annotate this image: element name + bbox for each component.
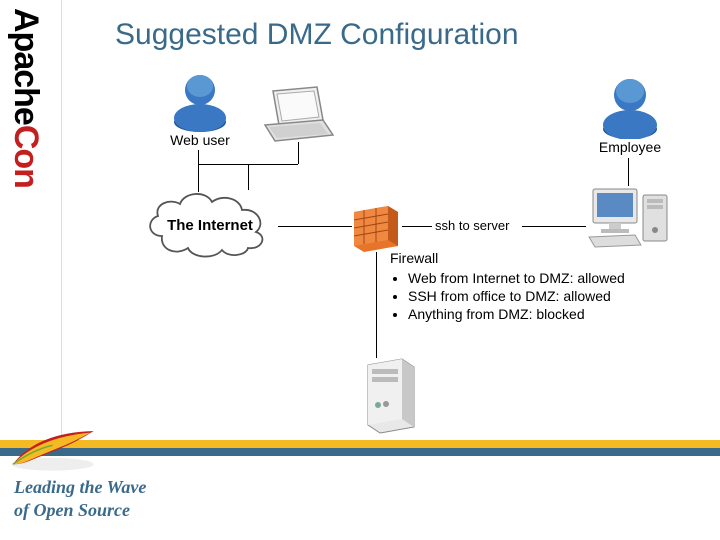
internet-node: The Internet [140,188,280,265]
conn-line [298,142,299,164]
cloud-icon: The Internet [140,188,280,260]
conn-line [278,226,352,227]
laptop-icon [255,85,340,145]
page-title: Suggested DMZ Configuration [115,18,519,52]
server-icon [360,355,422,437]
sidebar-logo-text: ApacheCon [6,8,45,188]
firewall-rule-item: SSH from office to DMZ: allowed [408,288,625,304]
footer-band-yellow [0,440,720,448]
employee-label: Employee [590,139,670,155]
conn-line [402,226,432,227]
firewall-icon [350,200,402,252]
sidebar-logo: ApacheCon [0,0,62,440]
tagline-line2: of Open Source [14,499,146,522]
web-user-label: Web user [160,132,240,148]
conn-line [522,226,586,227]
laptop-node [255,85,345,150]
tagline-line1: Leading the Wave [14,476,146,499]
web-server-node: Web server [343,355,438,453]
footer-tagline: Leading the Wave of Open Source [14,476,146,521]
firewall-node [350,200,405,257]
conn-line [628,158,629,186]
conn-line [248,164,249,190]
ssh-label: ssh to server [435,218,509,233]
conn-line [376,252,377,358]
web-user-node: Web user [160,70,240,148]
feather-icon [5,425,100,475]
firewall-rules-title: Firewall [390,250,625,266]
pc-icon [585,185,677,250]
footer-band-blue [0,448,720,456]
firewall-rule-item: Web from Internet to DMZ: allowed [408,270,625,286]
firewall-rules: Firewall Web from Internet to DMZ: allow… [390,250,625,324]
conn-line [198,150,199,192]
firewall-rule-item: Anything from DMZ: blocked [408,306,625,322]
footer-band [0,440,720,456]
logo-part2: Con [7,125,45,188]
logo-part1: Apache [7,8,45,125]
network-diagram: Web user The Internet [80,60,700,450]
person-icon [599,75,661,139]
workstation-node [585,185,680,255]
internet-label: The Internet [167,217,253,234]
employee-node: Employee [590,75,670,155]
person-icon [170,70,230,132]
